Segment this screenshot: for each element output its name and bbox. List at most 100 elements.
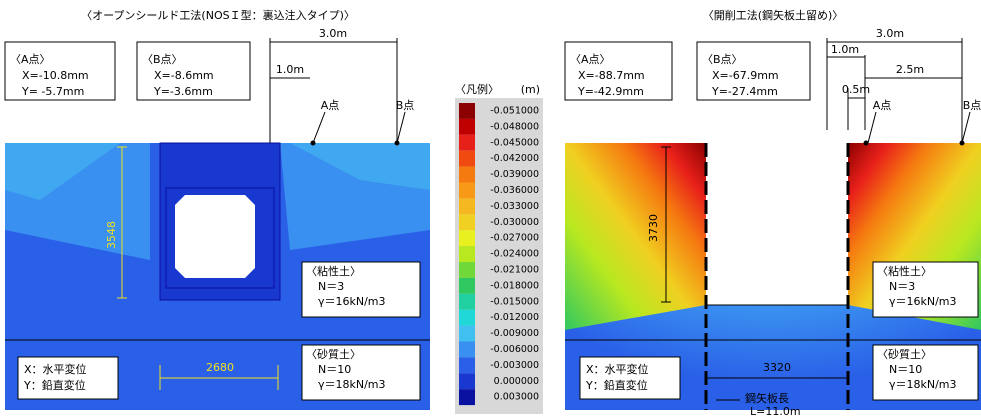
box: [17, 356, 119, 400]
label: 3548: [105, 221, 118, 249]
legend-label: -0.021000: [490, 264, 539, 275]
legend-swatch: [459, 325, 475, 342]
point: [394, 140, 400, 146]
legend-label: -0.009000: [490, 328, 539, 339]
excavation: [706, 143, 848, 305]
label: γ＝18kN/m3: [318, 378, 386, 391]
legend-swatch: [459, 277, 475, 294]
label: Y=-42.9mm: [577, 85, 644, 98]
label: 3.0m: [319, 27, 347, 40]
legend-label: -0.051000: [490, 105, 539, 116]
legend-label: 0.000000: [494, 376, 539, 387]
label: 〈A点〉: [10, 53, 51, 66]
point: [863, 140, 869, 146]
legend-swatch: [459, 214, 475, 231]
label: γ＝16kN/m3: [318, 295, 386, 308]
legend-label: -0.033000: [490, 201, 539, 212]
label: X：水平変位: [586, 362, 649, 376]
legend-swatch: [459, 373, 475, 390]
legend-swatch: [459, 198, 475, 215]
label: 〈粘性土〉: [877, 264, 932, 278]
box: [301, 344, 421, 401]
box: [872, 344, 979, 401]
title: 〈オープンシールド工法(NOSＩ型：裏込注入タイプ)〉: [81, 8, 355, 22]
label: B点: [396, 99, 415, 112]
label: γ＝16kN/m3: [889, 295, 957, 308]
label: 鋼矢板長: [745, 391, 789, 405]
label: 3320: [763, 361, 791, 374]
legend-swatch: [459, 166, 475, 183]
legend-unit: (m): [521, 83, 540, 96]
label: Y= -5.7mm: [21, 85, 84, 98]
dimension: [661, 146, 848, 401]
legend-label: -0.042000: [490, 153, 539, 164]
legend-label: 0.003000: [494, 392, 539, 403]
label: 2.5m: [896, 63, 924, 76]
legend: 〈凡例〉 (m) -0.051000 -0.048000 -0.045000 -0.0…: [455, 82, 543, 414]
legend-swatch: [459, 230, 475, 247]
label: Y=-3.6mm: [153, 85, 213, 98]
right-panel: 〈開削工法(鋼矢板土留め)〉 〈A点〉 X=-88.7mm Y=-42.9mm …: [564, 8, 981, 417]
box: [136, 41, 251, 101]
label: A点: [873, 99, 892, 112]
label: X=-10.8mm: [22, 69, 89, 82]
shield-frame: [165, 187, 275, 289]
label: 〈B点〉: [142, 53, 183, 66]
legend-swatch: [459, 341, 475, 358]
legend-swatch: [459, 134, 475, 151]
legend-label: -0.036000: [490, 185, 539, 196]
legend-swatch: [459, 246, 475, 262]
legend-swatch: [459, 150, 475, 167]
label: Y=-27.4mm: [711, 85, 778, 98]
box: [872, 261, 979, 318]
label: N＝10: [889, 363, 922, 376]
label: 1.0m: [831, 43, 859, 56]
legend-label: -0.006000: [490, 344, 539, 355]
legend-label: -0.012000: [490, 312, 539, 323]
legend-label: -0.003000: [490, 360, 539, 371]
label: X：水平変位: [24, 362, 87, 376]
label: 〈砂質土〉: [877, 347, 932, 361]
label: γ＝18kN/m3: [889, 378, 957, 391]
legend-swatch: [459, 389, 475, 406]
legend-swatch: [459, 118, 475, 135]
point: [959, 140, 965, 146]
legend-swatch: [459, 182, 475, 199]
label: 3.0m: [876, 27, 904, 40]
legend-label: -0.027000: [490, 233, 539, 244]
legend-title: 〈凡例〉: [455, 82, 499, 96]
label: X=-8.6mm: [154, 69, 214, 82]
legend-label: -0.024000: [490, 249, 539, 260]
label: N＝3: [318, 280, 344, 293]
label: 3730: [647, 214, 660, 242]
box: [579, 356, 681, 400]
box: [564, 41, 673, 101]
legend-swatch: [459, 103, 475, 119]
dimension: [117, 146, 279, 390]
label: N＝10: [318, 363, 351, 376]
legend-label: -0.018000: [490, 280, 539, 291]
label: 〈砂質土〉: [306, 347, 361, 361]
legend-label: -0.048000: [490, 121, 539, 132]
point: [310, 140, 316, 146]
legend-swatch: [459, 262, 475, 278]
box: [4, 41, 116, 101]
left-panel: 〈オープンシールド工法(NOSＩ型：裏込注入タイプ)〉 〈A点〉 X=-10.8…: [4, 8, 430, 410]
label: 〈B点〉: [702, 53, 743, 66]
label: X=-67.9mm: [712, 69, 779, 82]
dimension: [269, 38, 406, 144]
label: 〈粘性土〉: [306, 264, 361, 278]
title: 〈開削工法(鋼矢板土留め)〉: [703, 8, 844, 22]
legend-label: -0.039000: [490, 169, 539, 180]
box: [696, 41, 811, 101]
contour: [290, 143, 430, 190]
label: B点: [963, 99, 981, 112]
label: X=-88.7mm: [578, 69, 645, 82]
label: A点: [321, 99, 340, 112]
legend-label: -0.015000: [490, 296, 539, 307]
opening: [175, 195, 255, 278]
contour: [5, 143, 120, 200]
label: 1.0m: [276, 63, 304, 76]
contour: [565, 143, 706, 330]
legend-swatch: [459, 293, 475, 310]
